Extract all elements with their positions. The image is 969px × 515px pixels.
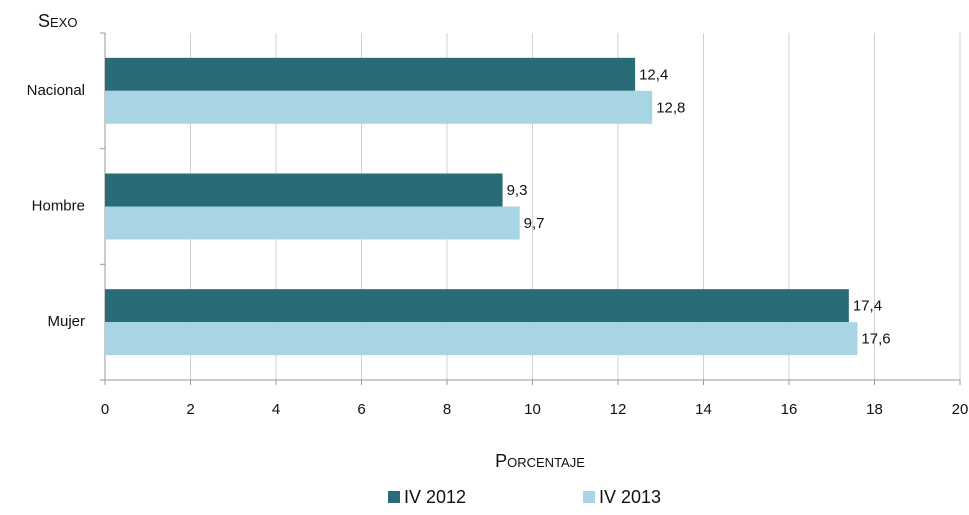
x-tick-label: 0 xyxy=(101,401,109,418)
x-tick-label: 4 xyxy=(272,401,280,418)
data-label: 17,6 xyxy=(861,331,890,348)
x-tick-label: 6 xyxy=(357,401,365,418)
legend-label: IV 2012 xyxy=(404,487,466,507)
x-tick-label: 16 xyxy=(781,401,798,418)
bar xyxy=(105,206,520,240)
legend-swatch xyxy=(583,491,595,503)
y-tick-label: Mujer xyxy=(47,313,85,330)
data-label: 17,4 xyxy=(853,298,882,315)
y-tick-label: Nacional xyxy=(27,82,85,99)
data-label: 12,8 xyxy=(656,99,685,116)
legend-label: IV 2013 xyxy=(599,487,661,507)
bar xyxy=(105,57,636,91)
legend-swatch xyxy=(388,491,400,503)
bar xyxy=(105,90,653,124)
bar xyxy=(105,289,849,323)
x-tick-label: 10 xyxy=(524,401,541,418)
data-label: 12,4 xyxy=(639,66,668,83)
x-tick-label: 2 xyxy=(186,401,194,418)
x-tick-label: 8 xyxy=(443,401,451,418)
x-tick-label: 14 xyxy=(695,401,712,418)
bar xyxy=(105,173,503,207)
bar xyxy=(105,322,858,356)
data-label: 9,7 xyxy=(524,215,545,232)
data-label: 9,3 xyxy=(507,182,528,199)
x-tick-label: 12 xyxy=(610,401,627,418)
x-tick-label: 20 xyxy=(952,401,969,418)
y-tick-label: Hombre xyxy=(32,197,85,214)
x-axis-title: Porcentaje xyxy=(495,451,585,471)
x-tick-label: 18 xyxy=(866,401,883,418)
y-axis-title: Sexo xyxy=(38,11,77,31)
